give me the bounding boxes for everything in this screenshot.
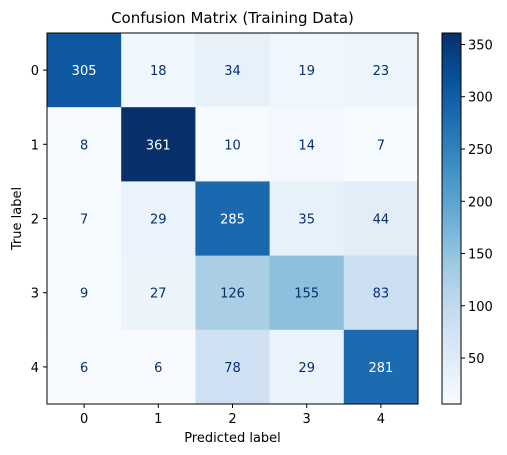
x-axis-ticks: 0 1 2 3 4: [80, 404, 385, 427]
heatmap-cells: 305 18 34 19 23 8 361 10 14 7 7 29 285 35 44 9 27 126 155 8…: [47, 33, 419, 405]
cell-value-label: 9: [80, 287, 88, 302]
heatmap-cell: [121, 107, 196, 182]
cell-value-label: 361: [146, 138, 171, 153]
cell-value-label: 7: [377, 138, 385, 153]
heatmap-cell: [195, 181, 271, 257]
x-axis-label: Predicted label: [184, 431, 281, 446]
colorbar-tick-label: 250: [468, 143, 493, 158]
cell-value-label: 34: [224, 64, 241, 79]
cell-value-label: 285: [220, 213, 245, 228]
y-tick-label: 1: [31, 138, 39, 153]
heatmap-cell: [195, 107, 271, 182]
heatmap-cell: [343, 181, 419, 257]
cell-value-label: 78: [224, 361, 241, 376]
colorbar-tick-label: 50: [468, 352, 485, 367]
heatmap-cell: [195, 33, 271, 108]
heatmap-cell: [121, 255, 196, 331]
heatmap-cell: [269, 329, 345, 405]
heatmap-cell: [47, 329, 122, 405]
cell-value-label: 29: [150, 213, 167, 228]
heatmap-cell: [269, 181, 345, 257]
x-tick-label: 2: [228, 412, 236, 427]
x-tick-label: 0: [80, 412, 88, 427]
heatmap-cell: [47, 181, 122, 257]
y-tick-label: 3: [31, 287, 39, 302]
cell-value-label: 305: [72, 64, 97, 79]
cell-value-label: 14: [298, 138, 315, 153]
cell-value-label: 155: [294, 287, 319, 302]
colorbar: [441, 32, 462, 405]
cell-value-label: 6: [154, 361, 162, 376]
y-tick-label: 0: [31, 64, 39, 79]
cell-value-label: 29: [298, 361, 315, 376]
cell-value-label: 126: [220, 287, 245, 302]
heatmap-cell: [195, 329, 271, 405]
cell-value-label: 35: [298, 213, 315, 228]
heatmap-cell: [269, 255, 345, 331]
heatmap-cell: [121, 329, 196, 405]
cell-value-label: 18: [150, 64, 167, 79]
cell-value-label: 8: [80, 138, 88, 153]
x-tick-label: 1: [154, 412, 162, 427]
chart-title: Confusion Matrix (Training Data): [111, 9, 354, 27]
cell-value-label: 6: [80, 361, 88, 376]
y-axis-ticks: 0 1 2 3 4: [31, 64, 47, 376]
colorbar-tick-label: 200: [468, 195, 493, 210]
colorbar-ticks: 50 100 150 200 250 300 350: [461, 38, 493, 367]
colorbar-tick-label: 350: [468, 38, 493, 53]
cell-value-label: 44: [373, 213, 390, 228]
cell-value-label: 27: [150, 287, 167, 302]
cell-value-label: 7: [80, 213, 88, 228]
colorbar-tick-label: 300: [468, 91, 493, 106]
cell-value-label: 10: [224, 138, 241, 153]
heatmap-cell: [343, 107, 419, 182]
heatmap-cell: [47, 255, 122, 331]
cell-value-label: 19: [298, 64, 315, 79]
colorbar-tick-label: 100: [468, 300, 493, 315]
cell-value-label: 23: [373, 64, 390, 79]
cell-value-label: 281: [368, 361, 393, 376]
heatmap-cell: [343, 255, 419, 331]
heatmap-cell: [121, 181, 196, 257]
colorbar-tick-label: 150: [468, 248, 493, 263]
heatmap-cell: [269, 33, 345, 108]
y-axis-label: True label: [10, 187, 25, 251]
heatmap-cell: [47, 33, 122, 108]
y-tick-label: 4: [31, 361, 39, 376]
heatmap-cell: [195, 255, 271, 331]
x-tick-label: 4: [377, 412, 385, 427]
heatmap-cell: [343, 329, 419, 405]
heatmap-cell: [269, 107, 345, 182]
y-tick-label: 2: [31, 213, 39, 228]
heatmap-cell: [47, 107, 122, 182]
heatmap-cell: [343, 33, 419, 108]
x-tick-label: 3: [303, 412, 311, 427]
heatmap-cell: [121, 33, 196, 108]
cell-value-label: 83: [373, 287, 390, 302]
